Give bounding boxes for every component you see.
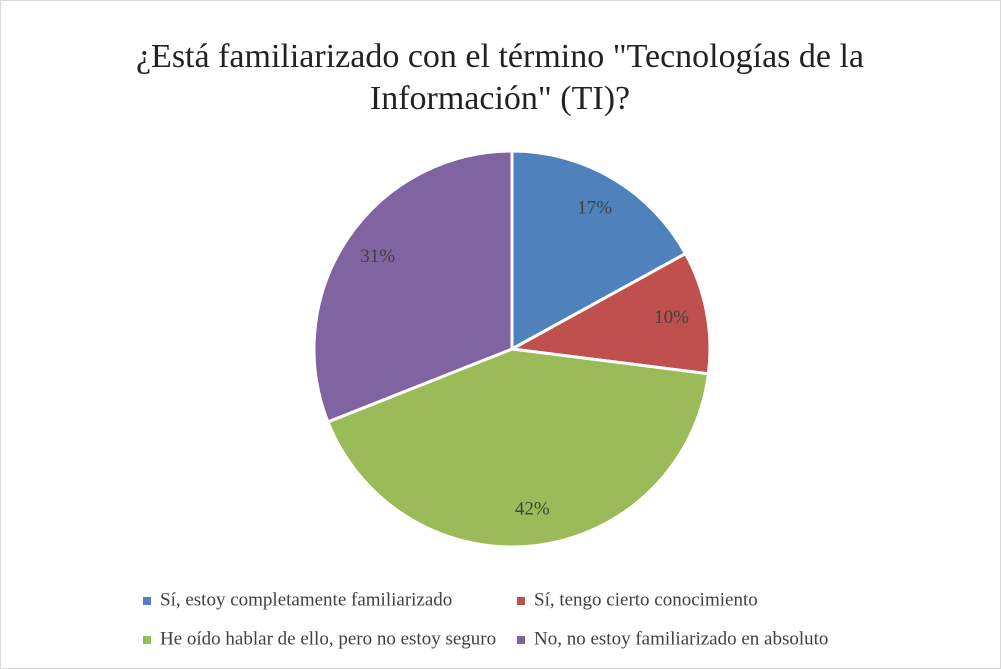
chart-title: ¿Está familiarizado con el término "Tecn… [135,38,865,117]
data-label: 10% [654,307,689,328]
pie-slice [312,149,514,424]
legend-label: No, no estoy familiarizado en absoluto [534,628,828,649]
pie-slice [507,251,712,376]
legend-label: He oído hablar de ello, pero no estoy se… [160,628,496,649]
data-label: 17% [577,198,612,219]
legend-label: Sí, tengo cierto conocimiento [534,589,758,610]
legend-marker [517,597,525,605]
legend-label: Sí, estoy completamente familiarizado [160,589,452,610]
legend-marker [143,636,151,644]
legend-marker [143,597,151,605]
pie-slice [325,347,711,549]
data-label: 42% [515,498,550,519]
pie-slice [510,149,688,352]
data-label: 31% [360,246,395,267]
legend-marker [517,636,525,644]
